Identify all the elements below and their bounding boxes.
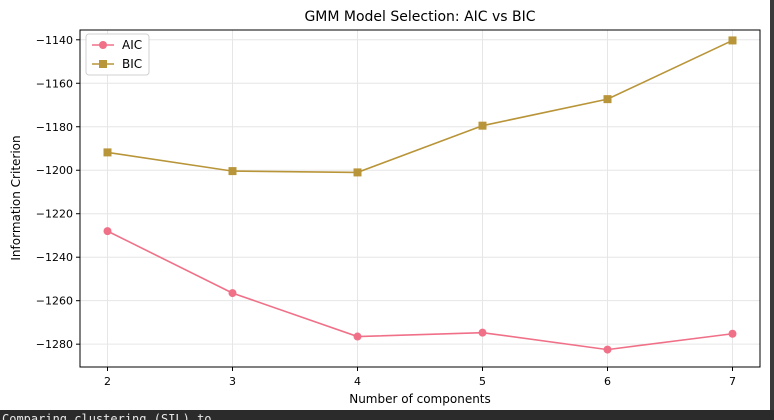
chart-svg: GMM Model Selection: AIC vs BIC 2 3 4 5 6 7 −1… (9, 9, 761, 406)
bic-point (478, 121, 487, 130)
y-tick-label: −1220 (36, 208, 73, 221)
aic-point (228, 289, 237, 298)
y-tick-label: −1140 (36, 34, 73, 47)
x-tick-label: 2 (104, 375, 111, 388)
legend-aic-marker (99, 41, 107, 49)
x-tick-label: 5 (479, 375, 486, 388)
footer-text: Comparing clustering (SIL) to (2, 412, 212, 420)
chart-title: GMM Model Selection: AIC vs BIC (304, 9, 535, 25)
legend-aic-label: AIC (122, 38, 142, 52)
y-tick-label: −1180 (36, 121, 73, 134)
window-edge (770, 0, 774, 420)
series-layer (103, 36, 737, 354)
grid-layer (80, 30, 760, 367)
aic-point (603, 345, 612, 354)
ticks-layer: 2 3 4 5 6 7 −1140 −1160 −1180 −1200 −1220 −1240 −126… (36, 34, 736, 388)
y-tick-label: −1260 (36, 295, 73, 308)
bic-point (228, 167, 237, 176)
x-tick-label: 4 (354, 375, 361, 388)
aic-series-line (107, 230, 733, 351)
x-tick-label: 7 (729, 375, 736, 388)
y-axis-label: Information Criterion (9, 135, 23, 260)
y-tick-label: −1160 (36, 77, 73, 90)
aic-point (478, 328, 487, 337)
legend-bic-label: BIC (122, 57, 142, 71)
bic-point (353, 168, 362, 177)
aic-point (353, 332, 362, 341)
bic-point (728, 36, 737, 45)
legend-bic-marker (99, 60, 107, 68)
y-tick-label: −1240 (36, 251, 73, 264)
y-tick-label: −1280 (36, 338, 73, 351)
bic-point (103, 148, 112, 157)
chart-figure: GMM Model Selection: AIC vs BIC 2 3 4 5 6 7 −1… (0, 0, 770, 410)
x-axis-label: Number of components (349, 392, 491, 406)
x-tick-label: 3 (229, 375, 236, 388)
legend: AIC BIC (85, 33, 150, 76)
y-tick-label: −1200 (36, 164, 73, 177)
bic-point (603, 95, 612, 104)
aic-point (103, 227, 112, 236)
x-tick-label: 6 (604, 375, 611, 388)
plot-frame (79, 29, 761, 368)
notebook-output-strip: Comparing clustering (SIL) to (0, 410, 774, 420)
aic-point (728, 329, 737, 338)
bic-series-line (107, 39, 733, 174)
